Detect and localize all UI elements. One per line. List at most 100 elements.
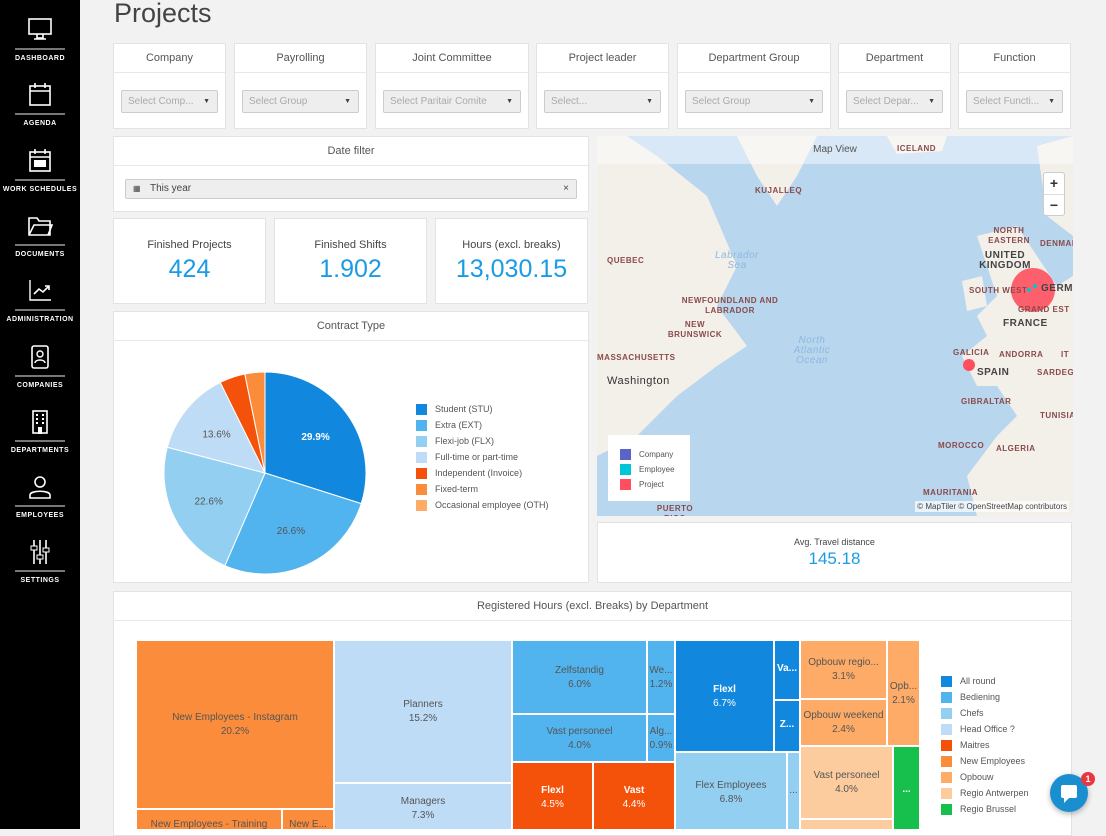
- sidebar-item-departments[interactable]: DEPARTMENTS: [0, 408, 80, 454]
- pie-slice[interactable]: [264, 371, 367, 505]
- legend-item[interactable]: Chefs: [941, 705, 1029, 721]
- legend-item[interactable]: Flexi-job (FLX): [416, 433, 549, 449]
- sidebar-item-work-schedules[interactable]: WORK SCHEDULES: [0, 147, 80, 193]
- treemap-cell[interactable]: Flexl 6.7%: [675, 640, 774, 752]
- travel-distance-card: Avg. Travel distance 145.18: [597, 522, 1072, 583]
- filter-select[interactable]: Select Comp... ▼: [121, 90, 218, 113]
- treemap-cell[interactable]: We... 1.2%: [647, 640, 675, 714]
- treemap-cell[interactable]: Alg... 0.9%: [647, 714, 675, 762]
- legend-item[interactable]: Occasional employee (OTH): [416, 497, 549, 513]
- legend-item[interactable]: Independent (Invoice): [416, 465, 549, 481]
- treemap-value: 4.0%: [568, 739, 591, 751]
- pie-label: 22.6%: [194, 496, 222, 507]
- sidebar-item-agenda[interactable]: AGENDA: [0, 81, 80, 127]
- treemap-cell[interactable]: Vast personeel 4.0%: [512, 714, 647, 762]
- legend-item[interactable]: Bediening: [941, 689, 1029, 705]
- legend-item[interactable]: Fixed-term: [416, 481, 549, 497]
- pie-slice[interactable]: [244, 371, 266, 474]
- legend-item[interactable]: All round: [941, 673, 1029, 689]
- filter-joint-committee: Joint Committee Select Paritair Comite ▼: [375, 43, 529, 129]
- filter-select[interactable]: Select... ▼: [544, 90, 661, 113]
- sidebar-item-label: DASHBOARD: [15, 55, 65, 62]
- zoom-in-button[interactable]: +: [1044, 173, 1064, 195]
- filter-select[interactable]: Select Paritair Comite ▼: [383, 90, 521, 113]
- employee-marker: [1027, 288, 1031, 292]
- treemap-cell[interactable]: Planners 15.2%: [334, 640, 512, 783]
- pie-slice[interactable]: [163, 446, 266, 567]
- treemap-cell[interactable]: New Employees - Training: [136, 809, 282, 829]
- filter-select[interactable]: Select Group ▼: [685, 90, 823, 113]
- date-filter-input[interactable]: ▦ This year ×: [125, 179, 577, 199]
- legend-item[interactable]: Extra (EXT): [416, 417, 549, 433]
- legend-item[interactable]: New Employees: [941, 753, 1029, 769]
- treemap-cell[interactable]: Z...: [774, 700, 800, 752]
- treemap-cell[interactable]: Flexl 4.5%: [512, 762, 593, 829]
- pie-slice[interactable]: [166, 381, 266, 474]
- treemap-cell[interactable]: Va...: [774, 640, 800, 700]
- kpi-card: Finished Projects 424: [113, 218, 266, 304]
- map-legend-item[interactable]: Employee: [620, 462, 678, 477]
- map-label: SARDEGN: [1037, 368, 1073, 377]
- legend-item[interactable]: Regio Antwerpen: [941, 785, 1029, 801]
- map-label: GRAND EST: [1018, 305, 1070, 314]
- map-view[interactable]: ICELAND KUJALLEQ QUEBEC Labrador Sea NEWFOUN…: [597, 136, 1073, 516]
- treemap-cell[interactable]: Vast 4.4%: [593, 762, 675, 829]
- map-legend-item[interactable]: Project: [620, 477, 678, 492]
- map-label: NEWFOUNDLAND AND LABRADOR: [681, 296, 779, 315]
- legend-item[interactable]: Regio Brussel: [941, 801, 1029, 817]
- map-legend-item[interactable]: Company: [620, 447, 678, 462]
- treemap-cell[interactable]: Flex personeel: [800, 819, 893, 829]
- treemap-cell[interactable]: ...: [893, 746, 920, 829]
- treemap-cell[interactable]: Opb... 2.1%: [887, 640, 920, 746]
- sidebar-item-label: AGENDA: [23, 120, 57, 128]
- filter-label: Department Group: [678, 44, 830, 73]
- treemap-value: 20.2%: [220, 726, 250, 737]
- legend-swatch: [941, 755, 952, 767]
- map-attribution[interactable]: © MapTiler © OpenStreetMap contributors: [915, 501, 1069, 512]
- chevron-down-icon: ▼: [928, 98, 935, 105]
- legend-item[interactable]: Maitres: [941, 737, 1029, 753]
- treemap-cell[interactable]: Opbouw regio... 3.1%: [800, 640, 887, 699]
- legend-item[interactable]: Student (STU): [416, 401, 549, 417]
- pie-slice[interactable]: [224, 472, 362, 575]
- sidebar-item-companies[interactable]: COMPANIES: [0, 343, 80, 389]
- treemap-cell[interactable]: Flex Employees 6.8%: [675, 752, 787, 829]
- sidebar-item-documents[interactable]: DOCUMENTS: [0, 212, 80, 258]
- treemap-cell[interactable]: Zelfstandig 6.0%: [512, 640, 647, 714]
- clear-date-button[interactable]: ×: [563, 183, 569, 194]
- treemap-value: 6.8%: [719, 793, 743, 805]
- chat-button[interactable]: 1: [1050, 772, 1095, 812]
- sidebar-item-employees[interactable]: EMPLOYEES: [0, 473, 80, 519]
- filter-select[interactable]: Select Depar... ▼: [846, 90, 943, 113]
- legend-swatch: [941, 803, 952, 815]
- filter-payrolling: Payrolling Select Group ▼: [234, 43, 367, 129]
- registered-hours-treemap: New Employees - Instagram 20.2% New Employ…: [136, 640, 920, 829]
- date-filter-card: Date filter ▦ This year ×: [113, 136, 589, 212]
- legend-item[interactable]: Full-time or part-time: [416, 449, 549, 465]
- legend-label: Student (STU): [435, 404, 493, 414]
- legend-label: Regio Antwerpen: [960, 788, 1029, 798]
- zoom-out-button[interactable]: −: [1049, 197, 1059, 213]
- legend-label: Extra (EXT): [435, 420, 483, 430]
- calendar-icon: [0, 81, 80, 109]
- legend-item[interactable]: Head Office ?: [941, 721, 1029, 737]
- treemap-cell[interactable]: ...: [787, 752, 800, 829]
- sidebar-item-administration[interactable]: ADMINISTRATION: [0, 277, 80, 323]
- treemap-cell[interactable]: New E...: [282, 809, 334, 829]
- treemap-cell[interactable]: New Employees - Instagram 20.2%: [136, 640, 334, 809]
- treemap-cell[interactable]: Managers 7.3%: [334, 783, 512, 829]
- chat-badge: 1: [1081, 772, 1095, 786]
- sidebar-item-settings[interactable]: SETTINGS: [0, 538, 80, 584]
- filter-select[interactable]: Select Group ▼: [242, 90, 359, 113]
- legend-label: Opbouw: [960, 772, 994, 782]
- employee-marker: [1033, 284, 1037, 288]
- map-label: ALGERIA: [996, 444, 1036, 453]
- filter-select[interactable]: Select Functi... ▼: [966, 90, 1063, 113]
- legend-item[interactable]: Opbouw: [941, 769, 1029, 785]
- chevron-down-icon: ▼: [1048, 98, 1055, 105]
- legend-label: Fixed-term: [435, 484, 479, 494]
- treemap-cell[interactable]: Vast personeel 4.0%: [800, 746, 893, 819]
- sidebar-item-dashboard[interactable]: DASHBOARD: [0, 16, 80, 62]
- map-label: DENMARK: [1040, 239, 1073, 248]
- treemap-cell[interactable]: Opbouw weekend 2.4%: [800, 699, 887, 746]
